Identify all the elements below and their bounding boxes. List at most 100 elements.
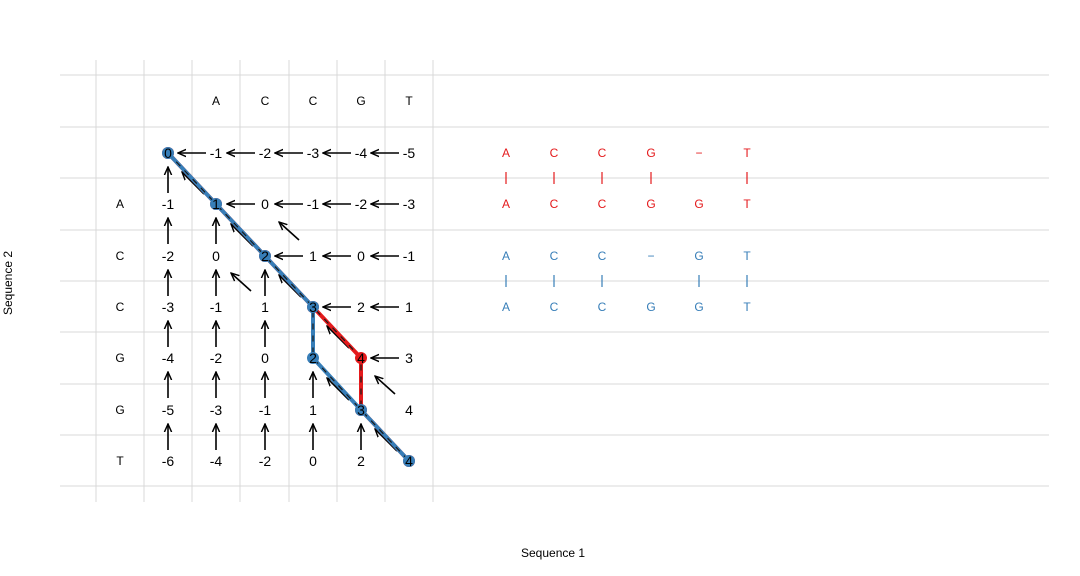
score-cell: 2	[357, 299, 365, 315]
pointer-arrow	[182, 172, 205, 195]
alignment-top-base: T	[743, 249, 751, 263]
traceback-pointers	[168, 153, 399, 452]
score-cell: -3	[403, 196, 416, 212]
alignment-top-base: C	[550, 249, 559, 263]
pointer-arrow	[375, 376, 396, 395]
pointer-arrow	[231, 273, 252, 292]
alignment-bottom-base: C	[550, 300, 559, 314]
alignment-paths	[162, 147, 415, 467]
alignment-bottom-base: T	[743, 300, 751, 314]
alignment-bottom-base: G	[694, 197, 703, 211]
path-node	[403, 455, 415, 467]
alignment-top-base: A	[502, 249, 510, 263]
alignment-top-base: G	[694, 249, 703, 263]
seq2-base-label: A	[116, 197, 124, 211]
score-cell: 1	[309, 402, 317, 418]
score-cell: 4	[405, 453, 413, 469]
score-cell: 0	[212, 248, 220, 264]
score-cell: 2	[261, 248, 269, 264]
alignment-top-base: T	[743, 146, 751, 160]
matrix-text: A C C G T A C C G G T 0 -1 -2 -3 -4 -5 -1 1 0 -1 -2 -3 -2 0 2 1 0 -1…	[115, 94, 415, 469]
score-cell: -3	[210, 402, 223, 418]
pointer-arrow	[279, 275, 302, 298]
score-cell: 4	[357, 350, 365, 366]
score-cell: -1	[210, 145, 223, 161]
score-cell: -5	[162, 402, 175, 418]
alignment-top-base: A	[502, 146, 510, 160]
score-cell: -1	[162, 196, 175, 212]
path-node	[355, 352, 367, 364]
alignment-bottom-base: C	[598, 300, 607, 314]
alignment-top-base: C	[598, 146, 607, 160]
alignment-top-base: G	[646, 146, 655, 160]
seq1-base-label: C	[261, 94, 270, 108]
alignment-bottom-base: G	[646, 300, 655, 314]
score-cell: 4	[405, 402, 413, 418]
alignment-bottom-base: C	[598, 197, 607, 211]
score-cell: -5	[403, 145, 416, 161]
alignment-bottom-base: T	[743, 197, 751, 211]
seq1-base-label: A	[212, 94, 220, 108]
path-node	[307, 301, 319, 313]
score-cell: 1	[405, 299, 413, 315]
alignment-top-base: C	[598, 249, 607, 263]
score-cell: 3	[405, 350, 413, 366]
pointer-arrow	[231, 224, 254, 247]
pointer-arrow	[327, 326, 350, 349]
seq2-base-label: G	[115, 351, 124, 365]
pointer-arrow	[375, 429, 398, 452]
pointer-arrow	[327, 378, 350, 401]
score-cell: 3	[309, 299, 317, 315]
path-node	[307, 352, 319, 364]
seq2-base-label: C	[116, 249, 125, 263]
alignment-top-base: −	[647, 249, 654, 263]
score-cell: -3	[162, 299, 175, 315]
score-cell: 0	[261, 196, 269, 212]
seq2-base-label: G	[115, 403, 124, 417]
alignment-bottom-base: G	[646, 197, 655, 211]
score-cell: -1	[259, 402, 272, 418]
score-cell: -4	[162, 350, 175, 366]
score-cell: -6	[162, 453, 175, 469]
alignment-bottom-base: A	[502, 197, 510, 211]
x-axis-label: Sequence 1	[521, 546, 586, 560]
score-cell: 2	[309, 350, 317, 366]
seq2-base-label: T	[116, 454, 124, 468]
score-cell: -2	[259, 145, 272, 161]
path-node	[259, 250, 271, 262]
path-node	[355, 404, 367, 416]
score-cell: 0	[309, 453, 317, 469]
alignment-top-base: −	[695, 146, 702, 160]
score-cell: -1	[307, 196, 320, 212]
alignment-top-base: C	[550, 146, 559, 160]
score-cell: -2	[210, 350, 223, 366]
score-cell: 1	[309, 248, 317, 264]
score-cell: -2	[259, 453, 272, 469]
score-cell: -1	[403, 248, 416, 264]
score-cell: 0	[261, 350, 269, 366]
alignment-bottom-base: G	[694, 300, 703, 314]
y-axis-label: Sequence 2	[1, 250, 16, 316]
score-cell: -4	[355, 145, 368, 161]
alignment-bottom-base: C	[550, 197, 559, 211]
alignment-panels: A C C G − T A C C G G T A C C − G T A C C G G T	[502, 146, 751, 314]
score-cell: -3	[307, 145, 320, 161]
score-cell: 3	[357, 402, 365, 418]
seq1-base-label: C	[309, 94, 318, 108]
path-node	[162, 147, 174, 159]
score-cell: 1	[212, 196, 220, 212]
pointer-arrow	[279, 222, 300, 241]
score-cell: -1	[210, 299, 223, 315]
score-cell: -2	[355, 196, 368, 212]
seq1-base-label: T	[405, 94, 413, 108]
score-cell: -4	[210, 453, 223, 469]
seq1-base-label: G	[356, 94, 365, 108]
score-cell: 1	[261, 299, 269, 315]
alignment-bottom-base: A	[502, 300, 510, 314]
score-cell: 0	[357, 248, 365, 264]
score-cell: 2	[357, 453, 365, 469]
score-cell: 0	[164, 145, 172, 161]
score-cell: -2	[162, 248, 175, 264]
path-node	[210, 198, 222, 210]
